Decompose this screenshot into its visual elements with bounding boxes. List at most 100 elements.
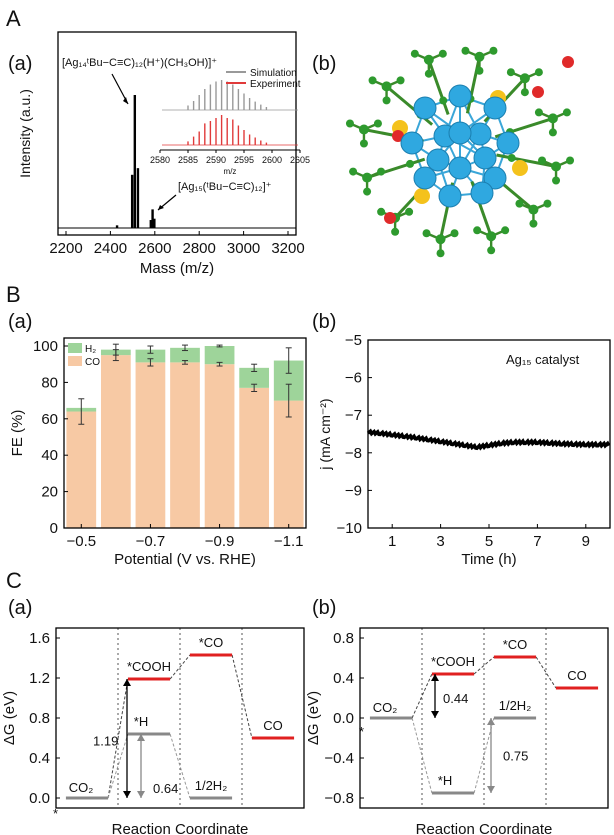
inset-x-tick-label: 2585 <box>178 155 198 165</box>
state-label: *H <box>438 773 452 788</box>
energy-arrowhead <box>123 679 131 686</box>
bar-co <box>273 400 304 528</box>
ligand-bond <box>496 153 557 168</box>
barrier-label: 0.44 <box>443 691 468 706</box>
mass-spectrum-chart: 2200 2400 2600 2800 3000 3200 Mass (m/z) Intens… <box>17 31 310 277</box>
legend-swatch-h2 <box>68 343 82 353</box>
section-label-C: C <box>6 568 22 593</box>
connector <box>411 673 433 719</box>
annotation-ag14: [Ag₁₄ᵗBu−C≡C)₁₂(H⁺)(CH₃OH)]⁺ <box>62 57 217 69</box>
y-tick-label: 40 <box>41 447 58 464</box>
sulfur-atom <box>512 160 528 176</box>
y-axis-label: ΔG (eV) <box>305 691 322 745</box>
carbon-atom <box>487 246 496 255</box>
panel-label-Ba: (a) <box>8 311 32 333</box>
carbon-atom <box>534 108 543 117</box>
carbon-atom <box>529 219 538 228</box>
carbon-atom <box>475 66 484 75</box>
inset-x-tick-label: 2605 <box>290 155 310 165</box>
carbon-atom <box>373 119 382 128</box>
x-tick-label: 2800 <box>183 240 216 257</box>
barrier-label: 0.75 <box>503 749 528 764</box>
state-label: *H <box>134 714 148 729</box>
carbon-atom <box>363 187 372 196</box>
plot-frame <box>57 31 297 236</box>
bar-co <box>66 411 97 528</box>
inset-x-tick-label: 2595 <box>234 155 254 165</box>
bar-h2 <box>204 346 235 365</box>
y-tick-label: 60 <box>41 411 58 428</box>
state-label: *CO <box>503 637 528 652</box>
energy-arrowhead <box>487 718 495 725</box>
y-tick-label: 0.8 <box>29 710 50 727</box>
carbon-atom <box>515 199 524 208</box>
carbon-atom <box>435 234 446 245</box>
carbon-atom <box>538 156 547 165</box>
carbon-atom <box>382 96 391 105</box>
panel-label-Bb: (b) <box>312 311 336 333</box>
y-tick-label: 100 <box>33 338 58 355</box>
silver-atom <box>473 146 497 170</box>
silver-atom <box>413 96 437 120</box>
y-tick-label: 1.2 <box>29 670 50 687</box>
connector <box>169 654 191 680</box>
y-tick-label: −8 <box>345 445 362 462</box>
y-tick-label: −6 <box>345 370 362 387</box>
annotation-arrowhead <box>158 205 164 210</box>
carbon-atom <box>349 167 358 176</box>
carbon-atom <box>424 69 433 78</box>
energy-arrowhead <box>487 786 495 793</box>
x-axis-label: Potential (V vs. RHE) <box>114 551 256 568</box>
legend-label-simulation: Simulation <box>250 68 297 79</box>
connector <box>231 654 253 739</box>
ligand-bond <box>427 59 450 115</box>
carbon-atom <box>368 76 377 85</box>
energy-arrowhead <box>137 791 145 798</box>
bar-h2 <box>170 347 200 363</box>
y-tick-label: −10 <box>337 520 362 537</box>
x-tick-label: 3 <box>436 533 444 550</box>
carbon-atom <box>391 227 400 236</box>
x-axis-label: Reaction Coordinate <box>416 821 553 835</box>
carbon-atom <box>396 76 405 85</box>
y-tick-label: 0 <box>50 520 58 537</box>
annotation-ag15: [Ag₁₅(ᵗBu−C≡C)₁₂]⁺ <box>178 181 272 193</box>
carbon-atom <box>423 54 434 65</box>
x-tick-label: −0.5 <box>66 533 96 550</box>
carbon-atom <box>486 231 497 242</box>
y-tick-label: −0.8 <box>324 790 354 807</box>
connector <box>411 717 433 794</box>
carbon-atom <box>450 229 459 238</box>
x-tick-label: 2400 <box>94 240 127 257</box>
carbon-atom <box>422 229 431 238</box>
bar-co <box>204 364 235 528</box>
x-tick-label: 2200 <box>49 240 82 257</box>
active-site-label: * <box>53 806 58 821</box>
energy-arrowhead <box>431 711 439 718</box>
carbon-atom <box>520 88 529 97</box>
carbon-atom <box>406 159 415 168</box>
carbon-atom <box>548 128 557 137</box>
y-axis-label: Intensity (a.u.) <box>17 89 33 178</box>
x-axis-label: Time (h) <box>461 551 516 568</box>
y-tick-label: −0.4 <box>324 750 354 767</box>
bar-h2 <box>239 367 270 388</box>
ligand-bond <box>465 56 481 114</box>
y-axis-label: FE (%) <box>9 410 26 457</box>
oxygen-atom <box>392 130 404 142</box>
connector <box>535 656 557 689</box>
carbon-atom <box>439 96 448 105</box>
silver-atom <box>438 184 462 208</box>
silver-atom <box>483 96 507 120</box>
state-label: CO₂ <box>69 780 94 795</box>
annotation-arrowhead <box>123 97 128 104</box>
energy-arrowhead <box>123 791 131 798</box>
oxygen-atom <box>562 56 574 68</box>
section-label-B: B <box>6 282 21 307</box>
y-tick-label: 20 <box>41 484 58 501</box>
faradaic-efficiency-chart: 0 20 40 60 80 100 −0.5 −0.7 −0.9 −1.1 Potential (V… <box>9 337 307 568</box>
legend-swatch-co <box>68 356 82 366</box>
y-axis-label: j (mA cm⁻²) <box>317 398 333 470</box>
panel-label-Ab: (b) <box>312 53 336 75</box>
state-label: 1/2H₂ <box>195 778 228 793</box>
